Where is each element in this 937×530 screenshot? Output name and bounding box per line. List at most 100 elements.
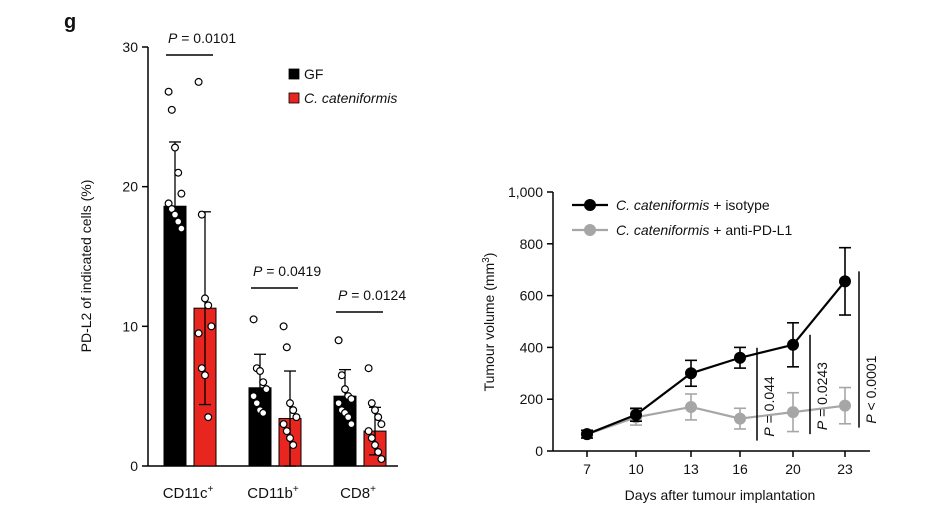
p-value-label: P = 0.044 xyxy=(761,376,777,437)
data-point xyxy=(630,408,642,421)
category-label-text: CD8 xyxy=(340,485,370,502)
legend-label-rest: + anti-PD-L1 xyxy=(709,222,792,238)
bar-y-tick-label: 30 xyxy=(122,39,138,55)
data-point xyxy=(279,420,288,429)
data-point xyxy=(194,77,203,86)
data-point xyxy=(367,434,376,443)
p-symbol: P xyxy=(253,263,263,279)
data-point xyxy=(371,406,380,415)
bar-chart: PD-L2 of indicated cells (%) 0 10 20 30 CD11… xyxy=(78,30,406,502)
p-symbol: P xyxy=(168,30,178,46)
data-point xyxy=(839,399,851,412)
data-point xyxy=(164,87,173,96)
bar-y-tick-label: 10 xyxy=(122,318,138,334)
legend-label: GF xyxy=(304,66,323,82)
p-value-label: P = 0.0124 xyxy=(338,287,406,303)
data-point xyxy=(334,336,343,345)
line-y-label-tail: ) xyxy=(481,253,497,258)
data-point xyxy=(282,343,291,352)
p-value-label: P = 0.0419 xyxy=(253,263,321,279)
panel-letter: g xyxy=(64,11,76,33)
data-point xyxy=(839,275,851,288)
data-point xyxy=(734,351,746,364)
p-value: = 0.044 xyxy=(761,376,777,427)
legend-swatch xyxy=(288,92,300,104)
p-symbol: P xyxy=(761,427,777,437)
p-value: = 0.0124 xyxy=(347,287,406,303)
data-point xyxy=(734,412,746,425)
data-point xyxy=(174,168,183,177)
data-point xyxy=(787,338,799,351)
p-value-label: P = 0.0243 xyxy=(814,362,830,430)
line-y-tick-label: 400 xyxy=(520,339,544,355)
line-y-tick-label: 0 xyxy=(535,443,543,459)
line-y-tick-label: 600 xyxy=(520,288,544,304)
bar-y-tick-label: 0 xyxy=(130,458,138,474)
line-x-tick-label: 7 xyxy=(583,461,591,477)
category-label-text: CD11c xyxy=(163,485,208,502)
data-point xyxy=(249,392,258,401)
legend-label-italic: C. cateniformis xyxy=(616,197,709,213)
data-point xyxy=(685,400,697,413)
series-line xyxy=(586,280,846,436)
data-point xyxy=(364,427,373,436)
data-point xyxy=(252,399,261,408)
data-point xyxy=(197,364,206,373)
data-point xyxy=(371,441,380,450)
bar-points xyxy=(164,77,386,464)
line-marks xyxy=(581,246,851,441)
data-point xyxy=(167,105,176,114)
p-symbol: P xyxy=(338,287,348,303)
data-point xyxy=(337,371,346,380)
data-point xyxy=(259,378,268,387)
line-x-tick-label: 23 xyxy=(837,461,853,477)
data-point xyxy=(347,394,356,403)
series-line xyxy=(586,404,846,436)
p-value: < 0.0001 xyxy=(863,355,879,414)
line-x-axis-label: Days after tumour implantation xyxy=(625,487,816,503)
data-point xyxy=(174,217,183,226)
data-point xyxy=(177,224,186,233)
data-point xyxy=(256,367,265,376)
category-label-superscript: + xyxy=(207,484,213,495)
data-point xyxy=(344,413,353,422)
line-axes: 0 200 400 600 800 1,000 7 10 13 16 20 23 xyxy=(508,184,870,477)
category-label-superscript: + xyxy=(293,484,299,495)
data-point xyxy=(171,210,180,219)
line-y-tick-label: 1,000 xyxy=(508,184,543,200)
data-point xyxy=(341,385,350,394)
legend-label-italic: C. cateniformis xyxy=(616,222,709,238)
line-y-tick-label: 800 xyxy=(520,236,544,252)
p-value: = 0.0243 xyxy=(814,362,830,421)
data-point xyxy=(204,301,213,310)
category-label: CD11b+ xyxy=(247,484,299,502)
category-label: CD11c+ xyxy=(163,484,214,502)
data-point xyxy=(289,406,298,415)
p-value: = 0.0101 xyxy=(177,30,236,46)
bar-legend: GF C. cateniformis xyxy=(288,66,397,106)
data-point xyxy=(194,329,203,338)
line-y-label-main: Tumour volume (mm xyxy=(481,263,497,392)
data-point xyxy=(581,428,593,441)
data-point xyxy=(347,420,356,429)
legend-label: C. cateniformis + anti-PD-L1 xyxy=(616,222,792,238)
p-value-label: P = 0.0101 xyxy=(168,30,236,46)
legend-marker xyxy=(584,224,596,236)
line-significance: P = 0.044 P = 0.0243 P < 0.0001 xyxy=(756,271,879,441)
data-point xyxy=(249,315,258,324)
line-y-label-sup: 3 xyxy=(481,257,492,263)
data-point xyxy=(374,448,383,457)
bar-y-tick-label: 20 xyxy=(122,179,138,195)
data-point xyxy=(279,322,288,331)
data-point xyxy=(367,399,376,408)
category-label-text: CD11b xyxy=(247,485,293,502)
data-point xyxy=(201,294,210,303)
data-point xyxy=(201,371,210,380)
data-point xyxy=(286,434,295,443)
data-point xyxy=(204,413,213,422)
data-point xyxy=(685,367,697,380)
data-point xyxy=(286,399,295,408)
